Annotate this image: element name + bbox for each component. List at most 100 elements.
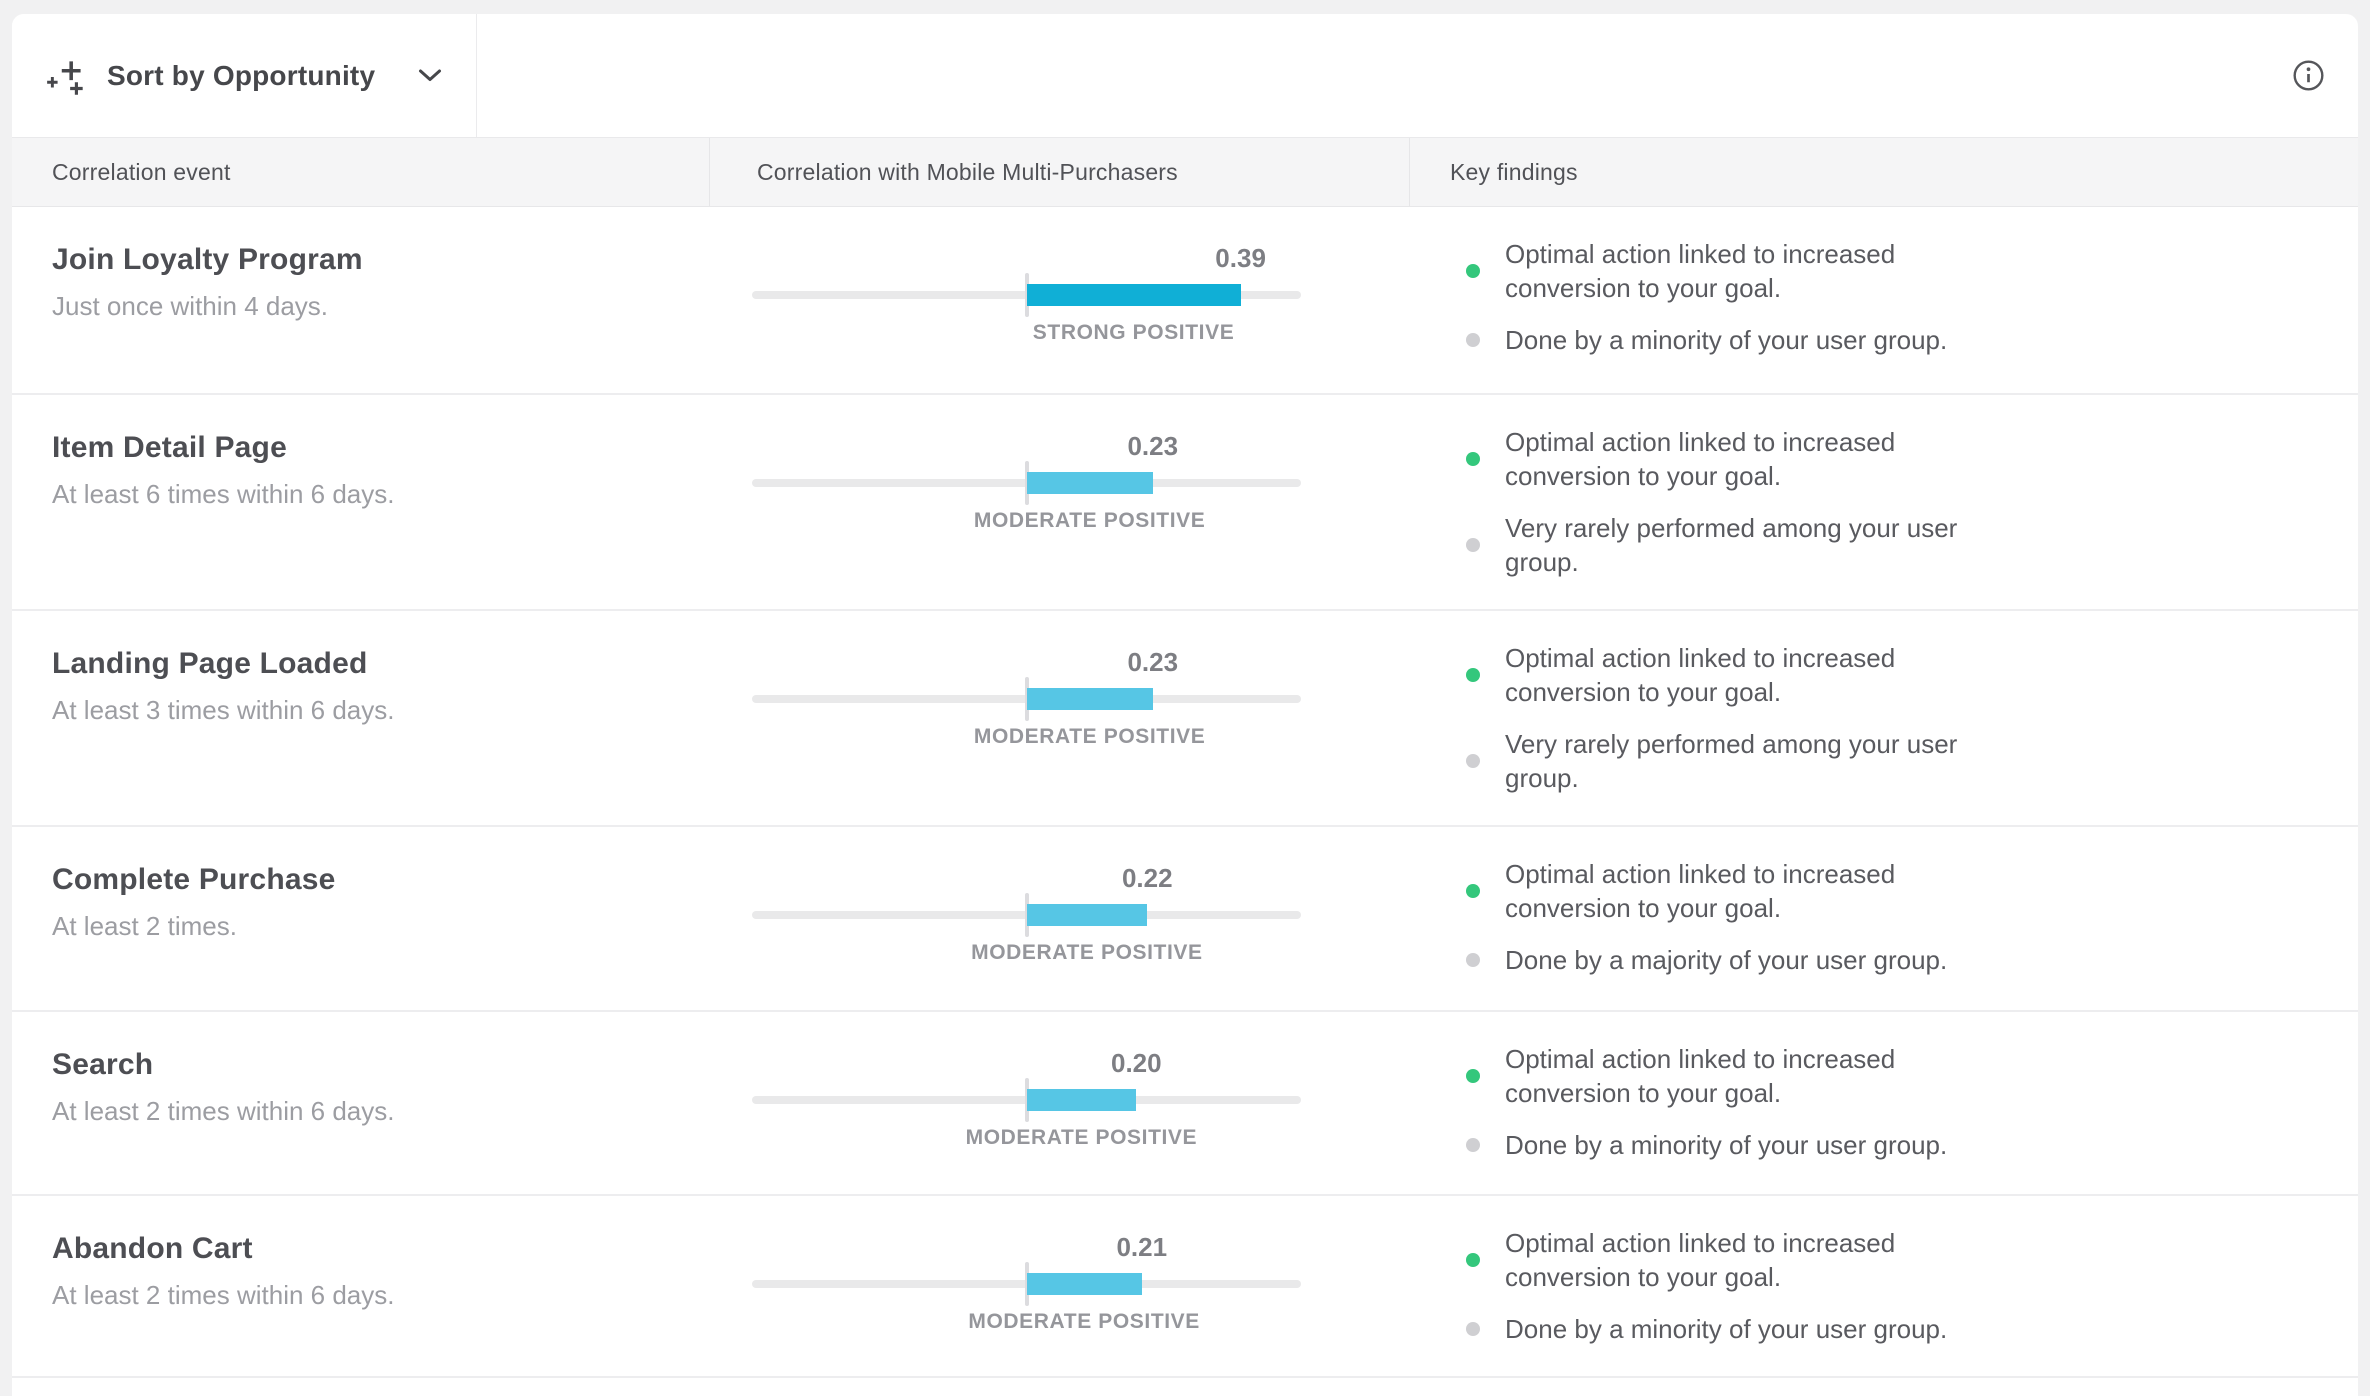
positive-dot-icon xyxy=(1466,264,1480,278)
neutral-dot-icon xyxy=(1466,953,1480,967)
event-cell: Complete Purchase At least 2 times. xyxy=(12,827,710,1010)
finding-item: Very rarely performed among your user gr… xyxy=(1466,511,2328,579)
positive-dot-icon xyxy=(1466,668,1480,682)
finding-item: Optimal action linked to increased conve… xyxy=(1466,857,2328,925)
correlation-bar xyxy=(1026,1273,1142,1295)
correlation-value: 0.23 xyxy=(1127,431,1179,461)
correlation-cell: 0.23 MODERATE POSITIVE xyxy=(710,395,1410,609)
finding-text: Optimal action linked to increased conve… xyxy=(1505,1228,1896,1292)
finding-text: Done by a majority of your user group. xyxy=(1505,945,1948,975)
positive-dot-icon xyxy=(1466,1253,1480,1267)
correlation-bar-chart: 0.23 MODERATE POSITIVE xyxy=(752,639,1301,769)
event-title: Complete Purchase xyxy=(52,863,336,896)
neutral-dot-icon xyxy=(1466,754,1480,768)
event-criteria: At least 2 times within 6 days. xyxy=(52,1096,395,1126)
event-criteria: Just once within 4 days. xyxy=(52,291,329,321)
key-findings-cell: Optimal action linked to increased conve… xyxy=(1410,395,2358,609)
correlation-strength-label: MODERATE POSITIVE xyxy=(968,1310,1200,1333)
correlation-strength-label: STRONG POSITIVE xyxy=(1032,321,1235,344)
key-findings-cell: Optimal action linked to increased conve… xyxy=(1410,611,2358,825)
correlation-bar xyxy=(1026,1089,1137,1111)
next-row-partial xyxy=(12,1376,2358,1396)
correlations-panel: Sort by Opportunity Correlation event Co… xyxy=(12,14,2358,1396)
finding-item: Optimal action linked to increased conve… xyxy=(1466,237,2328,305)
positive-dot-icon xyxy=(1466,884,1480,898)
finding-text: Done by a minority of your user group. xyxy=(1505,1314,1948,1344)
correlation-bar xyxy=(1026,472,1153,494)
correlation-bar xyxy=(1026,688,1153,710)
event-title: Abandon Cart xyxy=(52,1232,253,1265)
key-findings-cell: Optimal action linked to increased conve… xyxy=(1410,827,2358,1010)
table-row: Complete Purchase At least 2 times. 0.22… xyxy=(12,825,2358,1010)
finding-item: Optimal action linked to increased conve… xyxy=(1466,1226,2328,1294)
event-title: Item Detail Page xyxy=(52,431,287,464)
correlation-value: 0.23 xyxy=(1127,647,1179,677)
event-title: Search xyxy=(52,1048,154,1081)
correlation-cell: 0.39 STRONG POSITIVE xyxy=(710,207,1410,393)
finding-text: Optimal action linked to increased conve… xyxy=(1505,859,1896,923)
finding-item: Very rarely performed among your user gr… xyxy=(1466,727,2328,795)
toolbar: Sort by Opportunity xyxy=(12,14,2358,137)
column-header-key-findings: Key findings xyxy=(1450,158,1578,185)
event-title: Join Loyalty Program xyxy=(52,243,363,276)
correlation-bar-chart: 0.39 STRONG POSITIVE xyxy=(752,235,1301,365)
correlation-bar xyxy=(1026,284,1241,306)
positive-dot-icon xyxy=(1466,452,1480,466)
correlation-value: 0.22 xyxy=(1121,863,1173,893)
table-header-row: Correlation event Correlation with Mobil… xyxy=(12,137,2358,207)
finding-text: Done by a minority of your user group. xyxy=(1505,1130,1948,1160)
positive-dot-icon xyxy=(1466,1069,1480,1083)
correlation-bar-chart: 0.23 MODERATE POSITIVE xyxy=(752,423,1301,553)
event-cell: Landing Page Loaded At least 3 times wit… xyxy=(12,611,710,825)
finding-text: Optimal action linked to increased conve… xyxy=(1505,1044,1896,1108)
event-cell: Item Detail Page At least 6 times within… xyxy=(12,395,710,609)
correlation-cell: 0.23 MODERATE POSITIVE xyxy=(710,611,1410,825)
correlation-cell: 0.22 MODERATE POSITIVE xyxy=(710,827,1410,1010)
correlation-value: 0.20 xyxy=(1110,1048,1162,1078)
finding-text: Optimal action linked to increased conve… xyxy=(1505,239,1896,303)
correlation-strength-label: MODERATE POSITIVE xyxy=(973,509,1206,532)
sort-button-label: Sort by Opportunity xyxy=(107,59,376,91)
table-row: Abandon Cart At least 2 times within 6 d… xyxy=(12,1194,2358,1376)
neutral-dot-icon xyxy=(1466,333,1480,347)
event-cell: Abandon Cart At least 2 times within 6 d… xyxy=(12,1196,710,1376)
column-header-correlation-event: Correlation event xyxy=(12,138,710,206)
correlation-bar-chart: 0.20 MODERATE POSITIVE xyxy=(752,1040,1301,1170)
correlation-bar xyxy=(1026,904,1148,926)
finding-text: Optimal action linked to increased conve… xyxy=(1505,427,1896,491)
finding-text: Done by a minority of your user group. xyxy=(1505,325,1948,355)
correlation-bar-chart: 0.21 MODERATE POSITIVE xyxy=(752,1224,1301,1354)
event-cell: Search At least 2 times within 6 days. xyxy=(12,1012,710,1194)
finding-item: Optimal action linked to increased conve… xyxy=(1466,1042,2328,1110)
finding-item: Optimal action linked to increased conve… xyxy=(1466,641,2328,709)
sort-by-opportunity-button[interactable]: Sort by Opportunity xyxy=(12,14,477,137)
column-header-correlation: Correlation with Mobile Multi-Purchasers xyxy=(710,138,1410,206)
finding-item: Done by a minority of your user group. xyxy=(1466,1312,2328,1346)
key-findings-cell: Optimal action linked to increased conve… xyxy=(1410,1012,2358,1194)
finding-item: Optimal action linked to increased conve… xyxy=(1466,425,2328,493)
finding-item: Done by a majority of your user group. xyxy=(1466,943,2328,977)
neutral-dot-icon xyxy=(1466,1138,1480,1152)
table-row: Search At least 2 times within 6 days. 0… xyxy=(12,1010,2358,1194)
finding-item: Done by a minority of your user group. xyxy=(1466,323,2328,357)
correlation-value: 0.21 xyxy=(1116,1232,1168,1262)
correlation-strength-label: MODERATE POSITIVE xyxy=(973,725,1206,748)
key-findings-cell: Optimal action linked to increased conve… xyxy=(1410,1196,2358,1376)
event-title: Landing Page Loaded xyxy=(52,647,368,680)
table-row: Join Loyalty Program Just once within 4 … xyxy=(12,207,2358,393)
sparkle-plus-icon xyxy=(44,58,90,96)
info-icon xyxy=(2292,59,2325,92)
event-criteria: At least 6 times within 6 days. xyxy=(52,479,395,509)
chevron-down-icon xyxy=(418,68,442,83)
neutral-dot-icon xyxy=(1466,1322,1480,1336)
correlation-cell: 0.21 MODERATE POSITIVE xyxy=(710,1196,1410,1376)
correlation-value: 0.39 xyxy=(1215,243,1266,273)
event-cell: Join Loyalty Program Just once within 4 … xyxy=(12,207,710,393)
table-row: Landing Page Loaded At least 3 times wit… xyxy=(12,609,2358,825)
event-criteria: At least 2 times. xyxy=(52,911,237,941)
info-button[interactable] xyxy=(2286,54,2330,98)
correlation-strength-label: MODERATE POSITIVE xyxy=(971,941,1203,964)
correlation-cell: 0.20 MODERATE POSITIVE xyxy=(710,1012,1410,1194)
event-criteria: At least 3 times within 6 days. xyxy=(52,695,395,725)
neutral-dot-icon xyxy=(1466,538,1480,552)
